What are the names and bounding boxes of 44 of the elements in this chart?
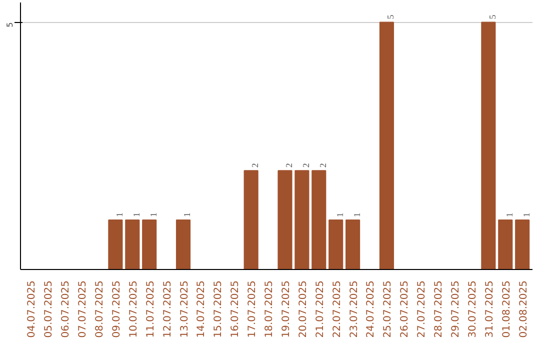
data-label: 1 [182, 212, 192, 218]
x-tick-label: 12.07.2025 [162, 280, 174, 338]
x-tick-label: 24.07.2025 [366, 280, 377, 338]
x-tick-label: 20.07.2025 [298, 280, 309, 338]
data-label: 5 [487, 14, 498, 20]
x-tick-label: 09.07.2025 [111, 280, 122, 338]
x-tick-label: 13.07.2025 [179, 280, 190, 338]
x-tick-label: 25.07.2025 [382, 280, 394, 338]
data-label: 2 [300, 163, 311, 168]
x-tick-label: 28.07.2025 [434, 280, 445, 338]
x-tick-label: 21.07.2025 [314, 280, 326, 338]
data-label: 2 [284, 163, 294, 168]
x-tick-label: 01.08.2025 [501, 280, 512, 338]
x-tick-label: 10.07.2025 [128, 280, 140, 338]
x-tick-label: 06.07.2025 [60, 280, 72, 338]
x-tick-label: 08.07.2025 [94, 280, 106, 338]
data-label: 1 [504, 212, 514, 218]
x-tick-label: 05.07.2025 [44, 280, 55, 338]
x-tick-label: 22.07.2025 [332, 280, 343, 338]
x-tick-label: 04.07.2025 [26, 280, 38, 338]
x-tick-label: 15.07.2025 [213, 280, 224, 338]
x-tick-label: 31.07.2025 [484, 280, 496, 338]
data-label: 1 [114, 212, 124, 218]
data-label: 2 [250, 163, 260, 168]
x-tick-label: 30.07.2025 [467, 280, 478, 338]
x-tick-label: 17.07.2025 [247, 280, 258, 338]
x-tick-label: 19.07.2025 [280, 280, 292, 338]
x-tick-label: 14.07.2025 [196, 280, 208, 338]
x-tick-label: 02.08.2025 [518, 280, 530, 338]
x-tick-label: 29.07.2025 [450, 280, 462, 338]
data-label: 1 [334, 212, 345, 218]
x-tick-label: 07.07.2025 [78, 280, 89, 338]
x-tick-label: 26.07.2025 [400, 280, 411, 338]
data-label: 2 [318, 163, 328, 168]
data-label: 1 [352, 212, 362, 218]
x-tick-label: 16.07.2025 [230, 280, 242, 338]
data-label: 5 [386, 14, 396, 20]
x-tick-label: 23.07.2025 [348, 280, 360, 338]
x-tick-label: 27.07.2025 [416, 280, 428, 338]
data-label: 1 [521, 212, 532, 218]
data-label: 1 [131, 212, 142, 218]
x-tick-label: 11.07.2025 [145, 280, 156, 338]
x-tick-label: 18.07.2025 [264, 280, 276, 338]
data-label: 1 [148, 212, 158, 218]
